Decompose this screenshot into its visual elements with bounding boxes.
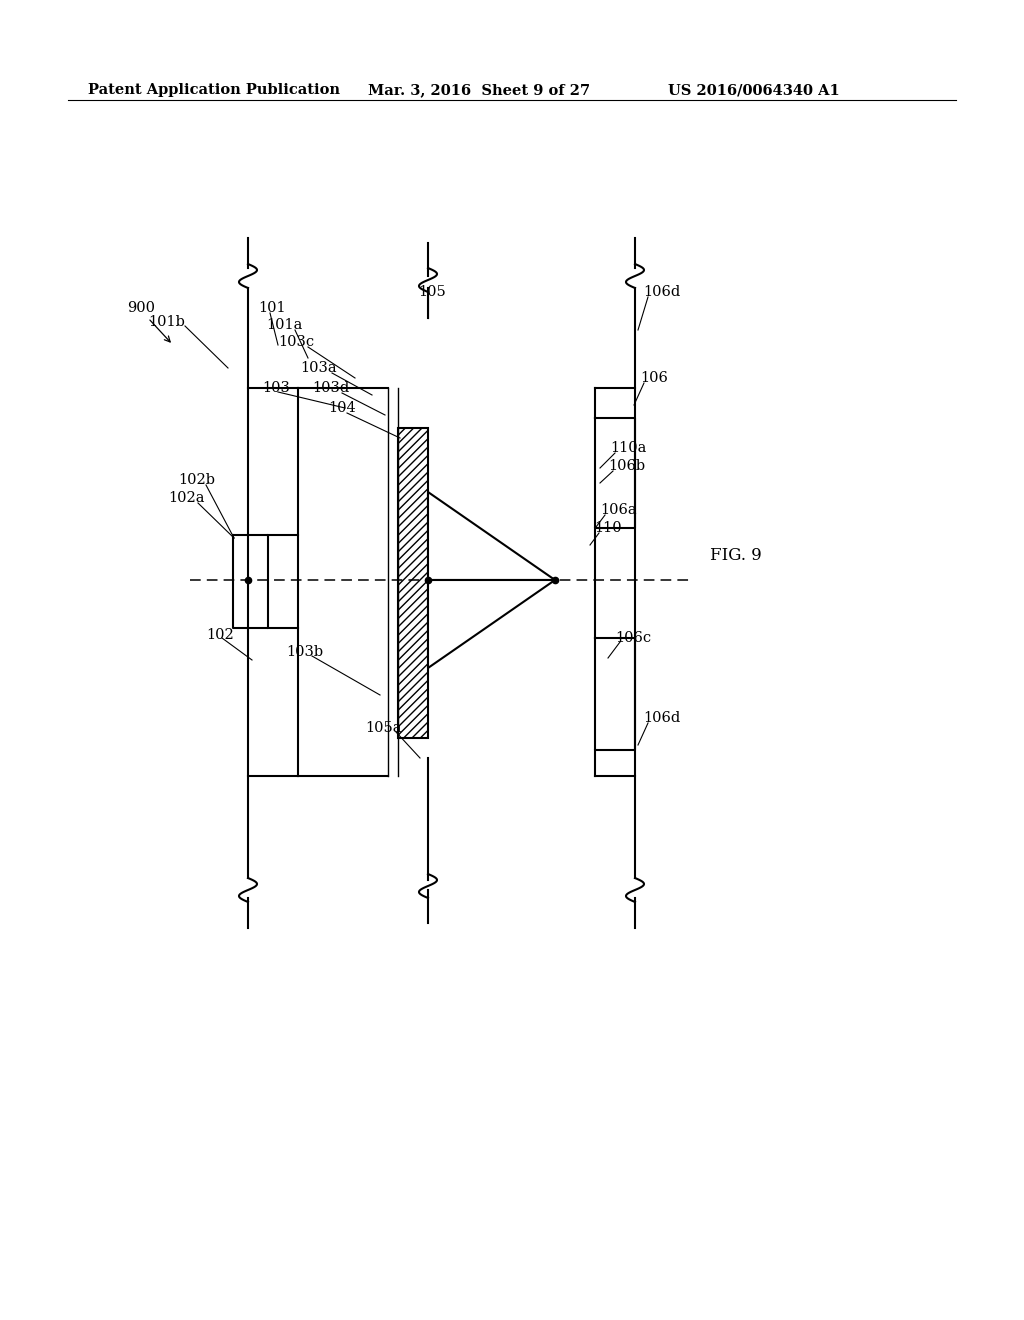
Text: 106a: 106a (600, 503, 637, 517)
Text: 101b: 101b (148, 315, 185, 329)
Text: Patent Application Publication: Patent Application Publication (88, 83, 340, 96)
Text: 103d: 103d (312, 381, 349, 395)
Text: 103c: 103c (278, 335, 314, 348)
Text: 101: 101 (258, 301, 286, 315)
Text: 110: 110 (594, 521, 622, 535)
Text: 106d: 106d (643, 711, 680, 725)
Text: 102b: 102b (178, 473, 215, 487)
Text: 105a: 105a (365, 721, 401, 735)
Text: 103b: 103b (286, 645, 324, 659)
Bar (398, 428, 428, 738)
Text: FIG. 9: FIG. 9 (710, 546, 762, 564)
Text: 103a: 103a (300, 360, 337, 375)
Text: 103: 103 (262, 381, 290, 395)
Text: 105: 105 (418, 285, 445, 300)
Text: 106c: 106c (615, 631, 651, 645)
Text: 106d: 106d (643, 285, 680, 300)
Text: 106b: 106b (608, 459, 645, 473)
Text: 110a: 110a (610, 441, 646, 455)
Text: Mar. 3, 2016  Sheet 9 of 27: Mar. 3, 2016 Sheet 9 of 27 (368, 83, 590, 96)
Polygon shape (428, 579, 555, 668)
Text: 900: 900 (127, 301, 155, 315)
Text: 101a: 101a (266, 318, 302, 333)
Polygon shape (428, 492, 555, 579)
Text: US 2016/0064340 A1: US 2016/0064340 A1 (668, 83, 840, 96)
Text: 102: 102 (206, 628, 233, 642)
Text: 102a: 102a (168, 491, 205, 506)
Text: 106: 106 (640, 371, 668, 385)
Text: 104: 104 (328, 401, 355, 414)
